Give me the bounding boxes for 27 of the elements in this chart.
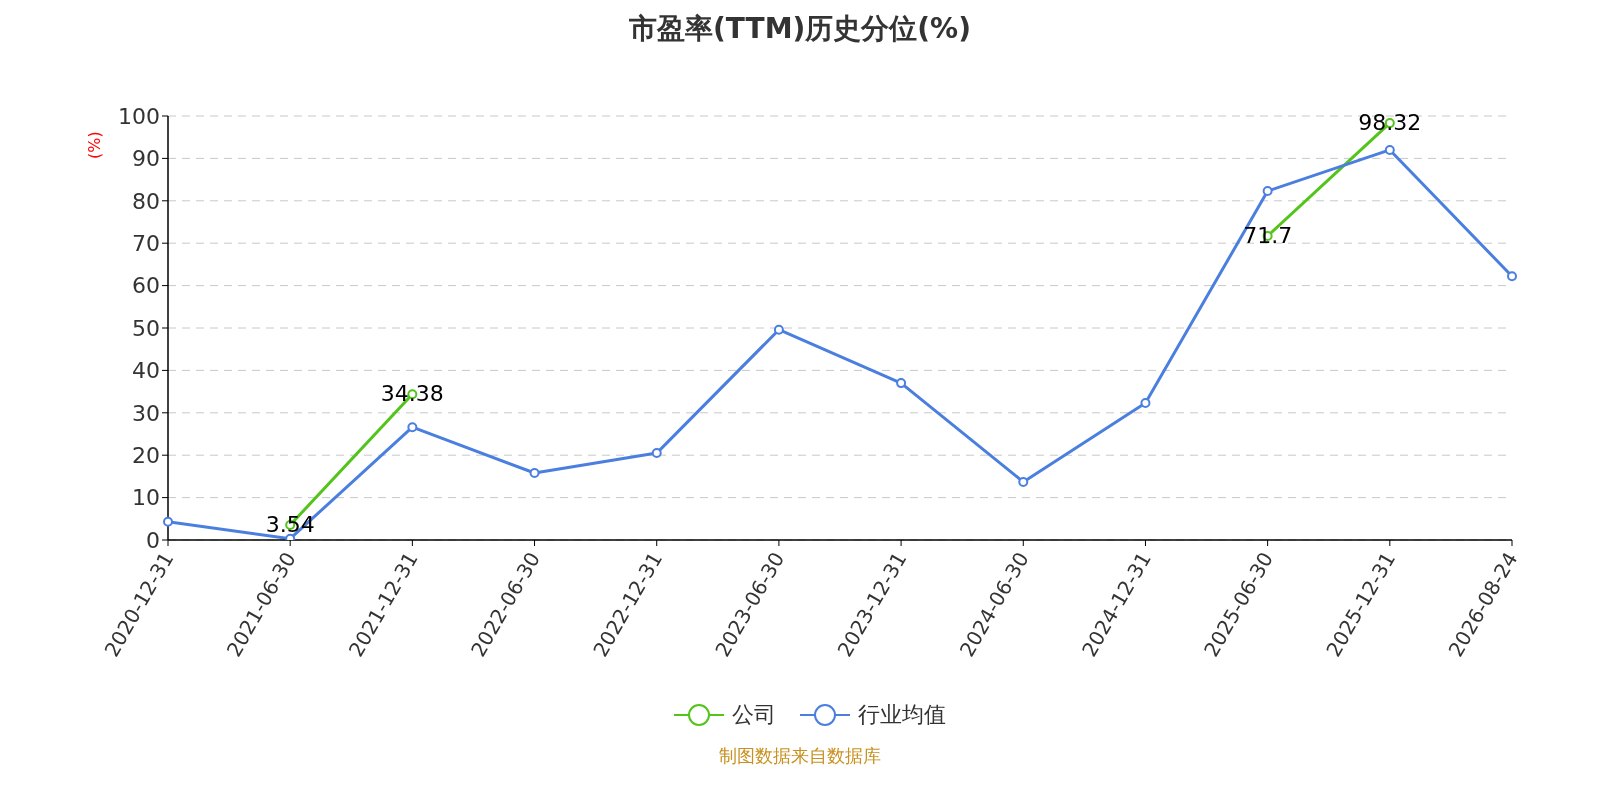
point bbox=[651, 448, 662, 459]
y-tick-label: 10 bbox=[132, 485, 160, 511]
point bbox=[1384, 144, 1395, 155]
point bbox=[896, 378, 907, 389]
point bbox=[529, 468, 540, 479]
point bbox=[773, 324, 784, 335]
legend-label: 公司 bbox=[731, 701, 776, 729]
point bbox=[163, 516, 173, 527]
y-tick-label: 70 bbox=[132, 231, 160, 257]
point bbox=[1018, 476, 1029, 487]
y-tick-label: 30 bbox=[132, 400, 160, 426]
y-tick-label: 40 bbox=[132, 358, 160, 384]
y-tick-label: 90 bbox=[132, 146, 160, 172]
y-tick-label: 50 bbox=[132, 315, 160, 341]
y-tick-label: 100 bbox=[118, 103, 160, 129]
point bbox=[1262, 186, 1273, 197]
chart-title: 市盈率(TTM)历史分位(%) bbox=[628, 11, 972, 47]
legend-label: 行业均值 bbox=[857, 701, 946, 729]
y-axis-title: (%) bbox=[85, 131, 105, 159]
y-tick-label: 60 bbox=[132, 273, 160, 299]
point bbox=[1140, 398, 1151, 409]
y-tick-label: 80 bbox=[132, 188, 160, 214]
text: 制图数据来自数据库 bbox=[718, 744, 882, 768]
point bbox=[1507, 271, 1517, 282]
y-tick-label: 20 bbox=[132, 443, 160, 469]
point bbox=[407, 422, 418, 433]
y-tick-label: 0 bbox=[146, 527, 160, 553]
